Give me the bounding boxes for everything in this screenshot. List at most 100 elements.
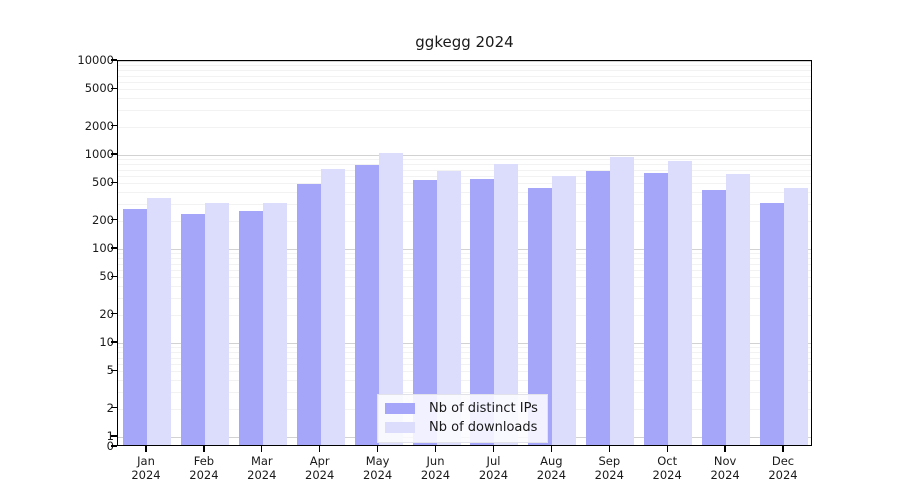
gridline-minor	[118, 126, 811, 128]
gridline-minor	[118, 258, 811, 260]
gridline-minor	[118, 204, 811, 206]
bar	[668, 160, 693, 445]
x-axis-tick-label: Oct 2024	[653, 454, 682, 482]
x-axis-tick-mark	[319, 446, 321, 452]
y-axis-tick-label: 5000	[84, 81, 114, 96]
bar-group	[296, 61, 345, 445]
y-axis-tick-mark	[111, 125, 117, 127]
y-axis-tick-label: 1	[68, 429, 114, 443]
x-tick-year: 2024	[131, 468, 161, 482]
x-axis-tick-mark	[492, 446, 495, 452]
bar	[180, 214, 205, 445]
gridline-minor	[118, 164, 811, 166]
x-tick-year: 2024	[594, 468, 624, 482]
bar	[586, 171, 611, 445]
legend-label: Nb of distinct IPs	[429, 401, 538, 416]
bar	[146, 198, 171, 445]
gridline-minor	[118, 371, 811, 373]
gridline-minor	[118, 70, 811, 72]
x-tick-month: Nov	[713, 454, 737, 468]
y-axis-tick-mark	[111, 59, 117, 61]
bar-group	[702, 61, 751, 445]
x-tick-month: Jan	[137, 454, 155, 468]
y-axis-tick-label: 100	[92, 241, 114, 255]
y-axis-tick-label: 2000	[84, 118, 114, 133]
gridline-minor	[118, 75, 811, 77]
gridline-minor	[118, 286, 811, 288]
x-axis-tick-label: Jan 2024	[131, 454, 160, 482]
gridline-minor	[118, 347, 811, 349]
y-axis-tick-mark	[111, 247, 117, 249]
x-axis-tick-mark	[608, 446, 610, 452]
bar	[354, 164, 379, 445]
y-axis-tick-label: 50	[99, 269, 114, 284]
x-tick-year: 2024	[768, 468, 798, 482]
y-axis-tick-label: 2	[68, 401, 114, 415]
y-axis-tick-mark	[111, 369, 117, 371]
bar	[784, 187, 809, 445]
gridline-minor	[118, 81, 811, 83]
x-tick-year: 2024	[478, 468, 509, 482]
gridline-minor	[118, 263, 811, 265]
bar	[262, 203, 287, 445]
gridline-minor	[118, 159, 811, 161]
x-tick-year: 2024	[710, 468, 740, 482]
legend-label: Nb of downloads	[429, 420, 538, 435]
y-axis-tick-mark	[111, 435, 117, 437]
y-axis-tick-label: 20	[99, 306, 114, 321]
y-axis-tick-label: 10000	[77, 53, 114, 67]
x-axis-tick-label: Apr 2024	[305, 454, 334, 482]
gridline-major	[118, 155, 811, 156]
x-tick-month: Mar	[250, 454, 273, 468]
bar	[204, 202, 229, 445]
x-tick-year: 2024	[189, 468, 219, 482]
x-axis-tick-label: Dec 2024	[768, 454, 797, 482]
y-axis-tick-label: 0	[68, 439, 114, 453]
y-axis-tick-mark	[111, 313, 117, 315]
y-axis-tick-mark	[111, 181, 117, 183]
legend-item[interactable]: Nb of distinct IPs	[385, 399, 538, 418]
bar	[760, 202, 785, 445]
x-axis-tick-label: Feb 2024	[189, 454, 218, 482]
legend-item[interactable]: Nb of downloads	[385, 418, 538, 437]
x-axis-tick-mark	[550, 446, 553, 452]
x-axis-tick-label: Jul 2024	[479, 454, 508, 482]
bar	[644, 173, 669, 445]
x-tick-month: May	[365, 454, 390, 468]
x-axis-tick-label: Nov 2024	[710, 454, 739, 482]
x-axis-tick-label: Sep 2024	[595, 454, 624, 482]
gridline-major	[118, 343, 811, 344]
gridline-minor	[118, 98, 811, 100]
x-axis-tick-mark	[145, 446, 147, 452]
x-tick-month: Dec	[771, 454, 795, 468]
gridline-minor	[118, 183, 811, 185]
x-tick-month: Apr	[309, 454, 330, 468]
bar-group	[122, 61, 171, 445]
bar	[320, 169, 345, 445]
y-axis-tick-label: 5	[68, 363, 114, 377]
x-tick-year: 2024	[652, 468, 682, 482]
x-axis-tick-label: May 2024	[363, 454, 392, 482]
y-axis-tick-mark	[111, 341, 117, 343]
chart-legend: Nb of distinct IPs Nb of downloads	[377, 394, 548, 443]
gridline-major	[118, 61, 811, 62]
y-axis-tick-mark	[111, 219, 117, 221]
chart-title: ggkegg 2024	[415, 33, 514, 51]
bar-group	[412, 61, 461, 445]
x-axis-tick-mark	[666, 446, 668, 452]
bar	[726, 173, 751, 445]
gridline-minor	[118, 192, 811, 194]
y-axis-tick-mark	[111, 407, 117, 409]
bar-group	[528, 61, 577, 445]
gridline-minor	[118, 277, 811, 279]
x-tick-year: 2024	[420, 468, 451, 482]
x-tick-month: Feb	[193, 454, 215, 468]
bar-group	[180, 61, 229, 445]
gridline-minor	[118, 253, 811, 255]
y-axis-tick-label: 200	[92, 212, 114, 227]
x-axis-tick-mark	[376, 446, 379, 452]
gridline-minor	[118, 380, 811, 382]
x-tick-year: 2024	[247, 468, 277, 482]
gridline-minor	[118, 392, 811, 394]
